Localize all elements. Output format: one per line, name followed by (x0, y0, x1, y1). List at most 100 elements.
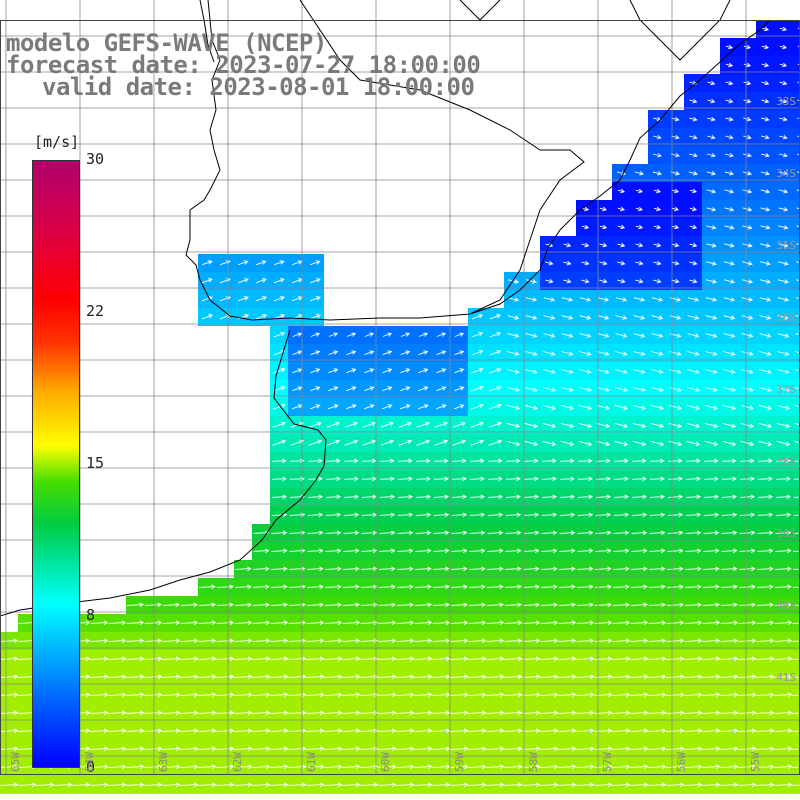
wind-arrow (725, 134, 734, 140)
wind-arrow (579, 333, 592, 338)
wind-arrow (342, 710, 361, 716)
wind-arrow (0, 764, 19, 770)
lat-label: 33S (776, 95, 796, 108)
wind-arrow (434, 439, 449, 446)
wind-arrow (612, 710, 631, 716)
wind-arrow (273, 296, 285, 302)
wind-arrow (614, 387, 628, 392)
wind-arrow (792, 766, 800, 768)
wind-arrow (633, 333, 646, 338)
wind-arrow (612, 638, 631, 644)
wind-arrow (328, 368, 339, 374)
wind-arrow (740, 422, 755, 429)
wind-arrow (779, 98, 788, 104)
wind-arrow (797, 63, 800, 66)
lon-label: 58W (527, 752, 540, 772)
wind-arrow (742, 225, 753, 230)
wind-arrow (757, 566, 774, 572)
wind-arrow (576, 620, 595, 626)
colorbar-label-0: 0 (86, 758, 96, 776)
wind-arrow (307, 530, 324, 536)
wind-arrow (216, 602, 235, 608)
wind-arrow (738, 674, 757, 680)
wind-arrow (504, 602, 523, 608)
wind-arrow (793, 496, 800, 498)
wind-arrow (486, 710, 505, 716)
lat-label: 35S (776, 239, 796, 252)
wind-arrow (742, 170, 753, 176)
wind-arrow (705, 297, 718, 302)
wind-arrow (650, 440, 665, 447)
wind-arrow (328, 404, 339, 410)
wind-arrow (523, 548, 540, 554)
wind-arrow (342, 674, 361, 680)
lat-label: 38S (776, 455, 796, 468)
wind-arrow (724, 243, 735, 248)
wind-arrow (382, 368, 393, 374)
wind-arrow (648, 782, 667, 788)
wind-arrow (162, 764, 181, 770)
wind-arrow (451, 512, 468, 518)
wind-arrow (310, 350, 321, 356)
wind-arrow (684, 602, 703, 608)
wind-arrow (723, 351, 736, 356)
wind-arrow (599, 260, 608, 266)
wind-arrow (756, 638, 775, 644)
wind-arrow (721, 476, 737, 482)
wind-arrow (324, 692, 343, 698)
wind-arrow (724, 189, 735, 194)
wind-arrow (271, 548, 288, 554)
wind-arrow (793, 532, 800, 534)
wind-arrow (524, 404, 539, 411)
wind-arrow (667, 512, 684, 518)
wind-arrow (343, 548, 360, 554)
wind-arrow (237, 278, 249, 284)
wind-arrow (597, 297, 610, 302)
wind-arrow (126, 692, 145, 698)
wind-arrow (669, 351, 682, 356)
wind-arrow (596, 458, 611, 464)
wind-arrow (432, 620, 451, 626)
wind-arrow (617, 278, 626, 284)
wind-arrow (0, 674, 19, 680)
wind-arrow (414, 674, 433, 680)
wind-arrow (792, 658, 800, 660)
wind-arrow (796, 243, 800, 246)
wind-arrow (256, 260, 267, 266)
wind-arrow (324, 764, 343, 770)
wind-arrow (378, 782, 397, 788)
wind-arrow (578, 387, 592, 392)
wind-arrow (666, 782, 685, 788)
wind-arrow (613, 476, 629, 482)
wind-arrow (761, 44, 770, 50)
wind-arrow (272, 421, 286, 428)
wind-arrow (560, 440, 575, 447)
wind-arrow (576, 710, 595, 716)
wind-arrow (252, 656, 271, 662)
wind-arrow (346, 386, 357, 392)
wind-arrow (450, 782, 469, 788)
wind-arrow (397, 512, 414, 518)
wind-arrow (506, 422, 521, 429)
wind-arrow (777, 279, 790, 284)
wind-arrow (738, 728, 757, 734)
wind-arrow (108, 674, 127, 680)
wind-arrow (201, 296, 213, 302)
wind-arrow (724, 207, 735, 212)
wind-arrow (706, 225, 717, 230)
wind-arrow (702, 692, 721, 698)
wind-arrow (558, 692, 577, 698)
wind-arrow (648, 728, 667, 734)
wind-arrow (324, 602, 343, 608)
wind-arrow (669, 297, 682, 302)
wind-arrow (180, 764, 199, 770)
wind-arrow (271, 584, 288, 590)
wind-arrow (612, 746, 631, 752)
wind-arrow (414, 638, 433, 644)
wind-arrow (504, 638, 523, 644)
wind-arrow (597, 315, 610, 320)
wind-arrow (756, 602, 775, 608)
wind-arrow (684, 746, 703, 752)
wind-arrow (180, 710, 199, 716)
wind-arrow (702, 764, 721, 770)
